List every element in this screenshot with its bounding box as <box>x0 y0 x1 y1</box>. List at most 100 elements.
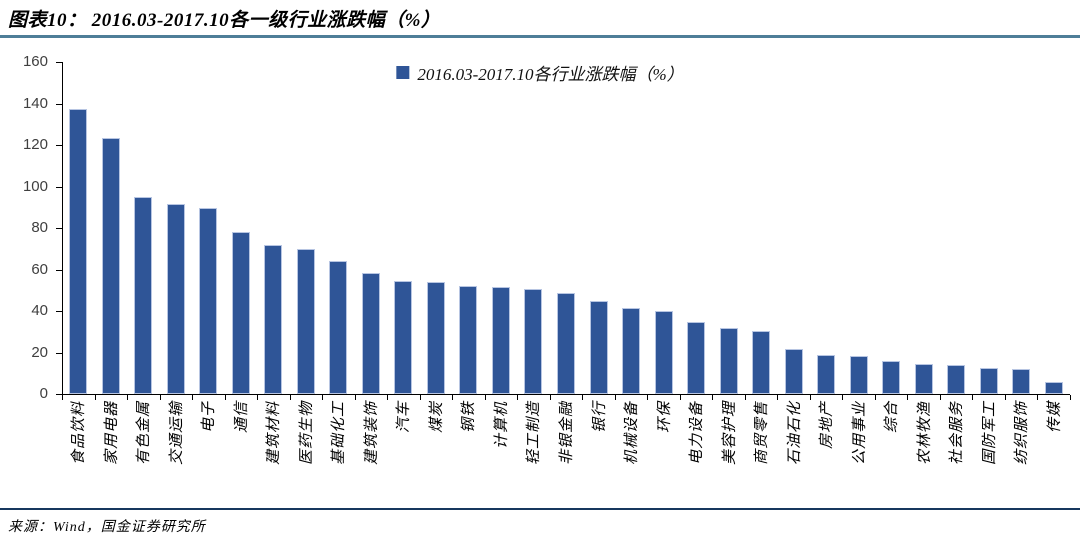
bar <box>979 368 998 394</box>
bar <box>654 311 673 394</box>
y-axis-tick-label: 20 <box>31 343 48 361</box>
x-axis-category-label: 机械设备 <box>624 401 641 466</box>
y-axis-tick <box>56 228 62 229</box>
bar <box>947 365 966 394</box>
y-axis-tick <box>56 145 62 146</box>
bar <box>296 249 315 394</box>
x-axis-category-label: 石油石化 <box>786 401 803 466</box>
x-axis-tick <box>257 395 259 400</box>
x-axis-category-label: 基础化工 <box>331 401 348 466</box>
legend-label: 2016.03-2017.10各行业涨跌幅（%） <box>417 65 684 84</box>
x-axis-category-label: 建筑装饰 <box>363 401 380 466</box>
x-axis-tick <box>94 395 96 400</box>
x-axis-tick <box>354 395 356 400</box>
x-axis-category-label: 计算机 <box>493 401 510 450</box>
x-axis-tick <box>1070 395 1071 400</box>
bar <box>914 364 933 394</box>
x-axis-tick <box>809 395 811 400</box>
x-axis-category-label: 通信 <box>233 401 250 434</box>
footer-divider <box>0 508 1080 510</box>
bar <box>784 348 803 394</box>
x-axis-line <box>62 394 1070 395</box>
x-axis-category-label: 纺织服饰 <box>1014 401 1031 466</box>
y-axis-tick <box>56 352 62 354</box>
y-axis-tick-label: 100 <box>22 177 48 195</box>
x-axis-tick <box>192 395 194 400</box>
bar <box>134 196 153 394</box>
bar <box>361 273 380 394</box>
x-axis-tick <box>387 395 389 400</box>
x-axis-category-label: 环保 <box>656 401 673 434</box>
x-axis-tick <box>322 395 324 400</box>
bar <box>231 232 250 394</box>
y-axis-tick-label: 80 <box>31 219 48 236</box>
bar-chart: 2016.03-2017.10各行业涨跌幅（%） 0 20 40 60 80 100 120… <box>0 40 1080 508</box>
x-axis-tick <box>484 395 486 400</box>
bar <box>719 327 738 394</box>
x-axis-tick <box>907 395 909 400</box>
x-axis-tick <box>127 395 129 400</box>
x-axis-category-label: 汽车 <box>396 401 413 434</box>
bar <box>101 138 120 394</box>
bar <box>622 308 641 394</box>
y-axis-tick <box>56 62 62 63</box>
x-axis-category-label: 传媒 <box>1046 401 1063 434</box>
x-axis-category-label: 国防军工 <box>981 401 998 466</box>
bar <box>69 108 88 394</box>
x-axis-tick <box>1004 395 1006 400</box>
x-axis-category-label: 轻工制造 <box>526 401 543 466</box>
y-axis-tick-label: 120 <box>22 136 48 153</box>
bar <box>1012 368 1031 394</box>
x-axis-tick <box>419 395 421 400</box>
bar <box>199 208 218 394</box>
x-axis-tick <box>939 395 941 400</box>
x-axis-category-label: 农林牧渔 <box>916 401 933 466</box>
bar <box>752 330 771 394</box>
bar <box>589 300 608 394</box>
x-axis-tick <box>517 395 519 400</box>
bar <box>882 360 901 394</box>
x-axis-tick <box>1037 395 1039 400</box>
x-axis-tick <box>874 395 876 400</box>
bar <box>491 286 510 394</box>
bar <box>329 260 348 394</box>
y-axis-tick-label: 0 <box>39 385 48 402</box>
bar <box>687 321 706 394</box>
x-axis-tick <box>224 395 226 400</box>
title-divider <box>0 35 1080 38</box>
bar <box>394 280 413 394</box>
source-note: 来源：Wind，国金证券研究所 <box>8 520 206 535</box>
y-axis-tick <box>56 103 62 105</box>
x-axis-category-label: 银行 <box>591 401 608 434</box>
x-axis-category-label: 非银金融 <box>559 401 575 466</box>
x-axis-category-label: 房地产 <box>819 401 836 450</box>
x-axis-category-label: 美容护理 <box>721 401 738 466</box>
x-axis-category-label: 钢铁 <box>461 401 478 434</box>
legend-swatch-icon <box>396 66 410 79</box>
x-axis-tick <box>289 395 291 400</box>
x-axis-category-label: 食品饮料 <box>71 401 88 466</box>
x-axis-tick <box>62 395 63 400</box>
bar <box>524 288 543 394</box>
bar <box>817 354 836 394</box>
figure-title: 图表10： 2016.03-2017.10各一级行业涨跌幅（%） <box>8 10 441 31</box>
x-axis-tick <box>777 395 779 400</box>
bar <box>166 203 185 394</box>
x-axis-tick <box>647 395 649 400</box>
x-axis-category-label: 有色金属 <box>136 401 153 466</box>
x-axis-category-label: 电力设备 <box>689 401 706 466</box>
x-axis-category-label: 建筑材料 <box>266 401 283 466</box>
x-axis-category-label: 公用事业 <box>851 401 868 466</box>
x-axis-tick <box>679 395 681 400</box>
x-axis-tick <box>972 395 974 400</box>
bar <box>459 285 478 394</box>
x-axis-tick <box>842 395 844 400</box>
bar <box>426 281 445 394</box>
y-axis-tick-label: 60 <box>31 260 48 278</box>
x-axis-tick <box>614 395 616 400</box>
x-axis-tick <box>549 395 551 400</box>
x-axis-tick <box>582 395 584 400</box>
x-axis-category-label: 电子 <box>201 401 218 434</box>
x-axis-category-label: 煤炭 <box>428 401 445 434</box>
